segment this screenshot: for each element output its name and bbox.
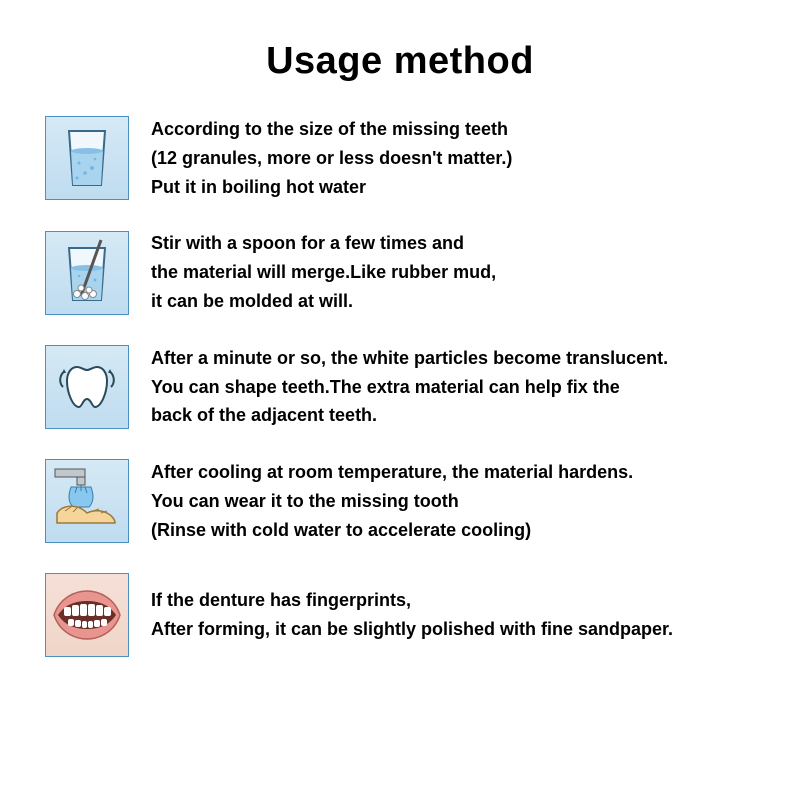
page-title: Usage method — [45, 40, 755, 83]
mouth-smile-icon — [45, 573, 129, 657]
glass-stir-icon — [45, 231, 129, 315]
step-1-text: According to the size of the missing tee… — [151, 115, 755, 201]
rinse-hands-icon — [45, 459, 129, 543]
glass-water-icon — [45, 116, 129, 200]
step-2-text: Stir with a spoon for a few times andthe… — [151, 229, 755, 315]
tooth-shape-icon — [45, 345, 129, 429]
step-5-text: If the denture has fingerprints,After fo… — [151, 586, 755, 644]
step-4-text: After cooling at room temperature, the m… — [151, 458, 755, 544]
step-4: After cooling at room temperature, the m… — [45, 458, 755, 544]
step-2: Stir with a spoon for a few times andthe… — [45, 229, 755, 315]
step-1: According to the size of the missing tee… — [45, 115, 755, 201]
step-3-text: After a minute or so, the white particle… — [151, 344, 755, 430]
step-5: If the denture has fingerprints,After fo… — [45, 573, 755, 657]
step-3: After a minute or so, the white particle… — [45, 344, 755, 430]
